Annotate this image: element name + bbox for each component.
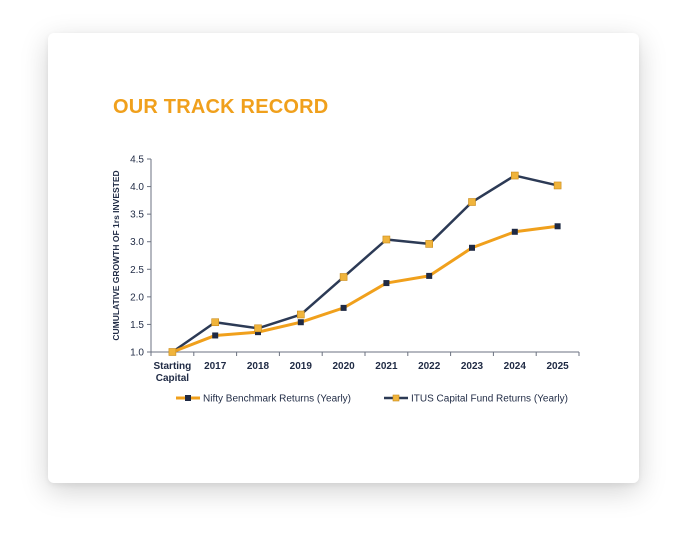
legend-marker	[392, 394, 400, 402]
itus-data-point	[468, 198, 476, 206]
page-title: OUR TRACK RECORD	[113, 96, 329, 118]
nifty-data-point	[255, 329, 261, 336]
itus-data-point	[425, 240, 434, 248]
y-tick-label: 3.5	[130, 210, 144, 221]
y-tick-label: 1.5	[130, 320, 144, 331]
legend-marker	[185, 395, 191, 401]
nifty-data-point	[511, 228, 518, 235]
itus-series-line	[171, 174, 558, 354]
itus-data-point	[168, 348, 177, 356]
nifty-data-point	[554, 223, 561, 230]
itus-data-point	[254, 324, 262, 333]
x-tick-label: 2023	[461, 361, 484, 372]
itus-data-point	[553, 181, 562, 190]
y-tick-label: 2.5	[130, 265, 144, 276]
y-tick-label: 4.5	[130, 155, 144, 166]
x-tick-label: 2024	[504, 361, 527, 372]
nifty-data-point	[426, 272, 433, 279]
nifty-data-point	[469, 244, 475, 251]
nifty-series-line	[171, 224, 558, 354]
y-tick-label: 1.0	[130, 348, 144, 359]
x-tick-label: 2021	[375, 361, 398, 372]
y-axis-label: CUMULATIVE GROWTH OF 1rs INVESTED	[111, 170, 121, 340]
chart-card	[48, 33, 639, 483]
nifty-data-point	[383, 280, 390, 287]
itus-data-point	[382, 235, 391, 244]
x-tick-label: 2018	[247, 361, 270, 372]
x-tick-label: 2017	[204, 361, 227, 372]
itus-data-point	[296, 310, 305, 319]
nifty-data-point	[297, 319, 304, 326]
x-tick-label: 2025	[546, 361, 569, 372]
x-tick-label: Starting Capital	[154, 361, 192, 384]
nifty-data-point	[212, 332, 219, 339]
itus-data-point	[339, 273, 348, 281]
y-tick-label: 2.0	[130, 292, 144, 303]
x-tick-label: 2019	[290, 361, 313, 372]
x-tick-label: 2020	[332, 361, 355, 372]
itus-data-point	[510, 171, 519, 180]
nifty-data-point	[340, 304, 347, 311]
legend-label: ITUS Capital Fund Returns (Yearly)	[411, 394, 568, 405]
legend-label: Nifty Benchmark Returns (Yearly)	[203, 394, 351, 405]
y-tick-label: 3.0	[130, 237, 144, 248]
x-tick-label: 2022	[418, 361, 441, 372]
itus-data-point	[211, 318, 219, 327]
y-tick-label: 4.0	[130, 182, 144, 193]
